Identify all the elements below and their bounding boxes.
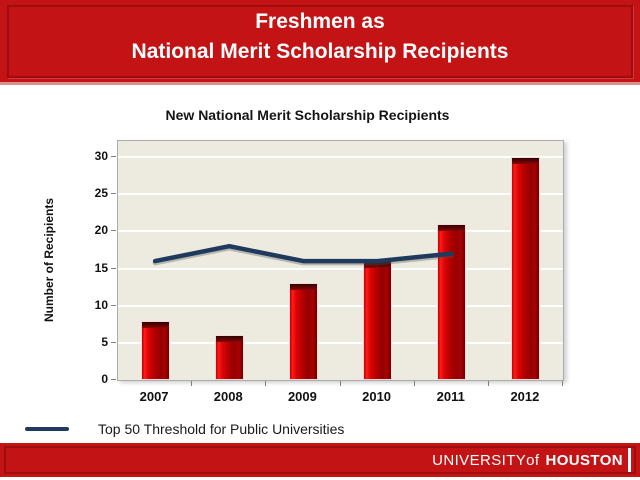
x-tick-mark <box>191 381 193 386</box>
y-tick-mark <box>111 379 116 380</box>
bar-2008 <box>214 335 244 380</box>
bar-top-bevel <box>438 225 466 231</box>
legend: Top 50 Threshold for Public Universities <box>25 420 344 438</box>
gridline-20 <box>118 230 563 233</box>
x-tick-label-2009: 2009 <box>287 389 317 404</box>
slide-title-line1: Freshmen as <box>255 10 385 33</box>
bar-top-bevel <box>215 336 243 342</box>
threshold-line <box>152 243 455 266</box>
brand-university: UNIVERSITY <box>432 451 527 469</box>
y-tick-mark <box>111 267 116 269</box>
university-of-houston-logo: UNIVERSITY of HOUSTON <box>432 443 623 477</box>
bar-top-bevel <box>289 284 317 290</box>
y-tick-mark <box>111 156 116 157</box>
x-tick-mark <box>339 381 341 386</box>
legend-label: Top 50 Threshold for Public Universities <box>98 421 345 437</box>
y-tick-label-0: 0 <box>101 372 108 386</box>
gridline-10 <box>118 304 563 307</box>
x-tick-mark <box>487 381 489 386</box>
y-tick-label-20: 20 <box>94 223 108 238</box>
legend-line-swatch <box>25 427 69 431</box>
gridline-30 <box>118 156 563 159</box>
y-tick-mark <box>111 230 116 232</box>
y-tick-label-5: 5 <box>101 334 108 349</box>
brand-of: of <box>526 451 540 469</box>
y-tick-mark <box>111 341 116 343</box>
plot-area <box>117 140 564 381</box>
bar-top-bevel <box>512 158 540 164</box>
slide-title: Freshmen as National Merit Scholarship R… <box>0 7 640 67</box>
x-tick-mark <box>562 381 563 386</box>
bar-2007 <box>140 321 170 380</box>
bar-top-bevel <box>141 322 169 328</box>
x-tick-label-2012: 2012 <box>510 389 540 404</box>
bar-2010 <box>363 261 393 380</box>
bar-2009 <box>288 283 318 380</box>
header-banner: Freshmen as National Merit Scholarship R… <box>0 0 640 85</box>
y-axis-title: Number of Recipients <box>42 197 56 322</box>
y-tick-label-15: 15 <box>94 260 108 275</box>
bar-top-bevel <box>364 262 392 268</box>
x-tick-mark <box>265 381 267 386</box>
slide-title-line2: National Merit Scholarship Recipients <box>131 40 509 63</box>
footer-band: UNIVERSITY of HOUSTON <box>0 443 640 477</box>
x-tick-label-2011: 2011 <box>436 389 465 404</box>
y-tick-label-25: 25 <box>94 186 108 201</box>
brand-houston: HOUSTON <box>545 451 623 469</box>
chart-title: New National Merit Scholarship Recipient… <box>165 107 450 123</box>
gridline-5 <box>118 341 563 344</box>
x-tick-mark <box>413 381 415 386</box>
gridline-15 <box>118 267 563 270</box>
y-tick-mark <box>111 304 116 306</box>
bar-2012 <box>511 157 541 380</box>
x-tick-label-2010: 2010 <box>362 389 392 404</box>
bar-2011 <box>437 224 467 380</box>
y-tick-label-10: 10 <box>94 297 108 312</box>
y-tick-label-30: 30 <box>94 149 108 163</box>
y-tick-mark <box>111 193 116 195</box>
x-tick-label-2008: 2008 <box>213 389 243 404</box>
gridline-25 <box>118 193 563 196</box>
x-tick-label-2007: 2007 <box>139 389 169 404</box>
brand-divider-bar <box>628 448 631 472</box>
